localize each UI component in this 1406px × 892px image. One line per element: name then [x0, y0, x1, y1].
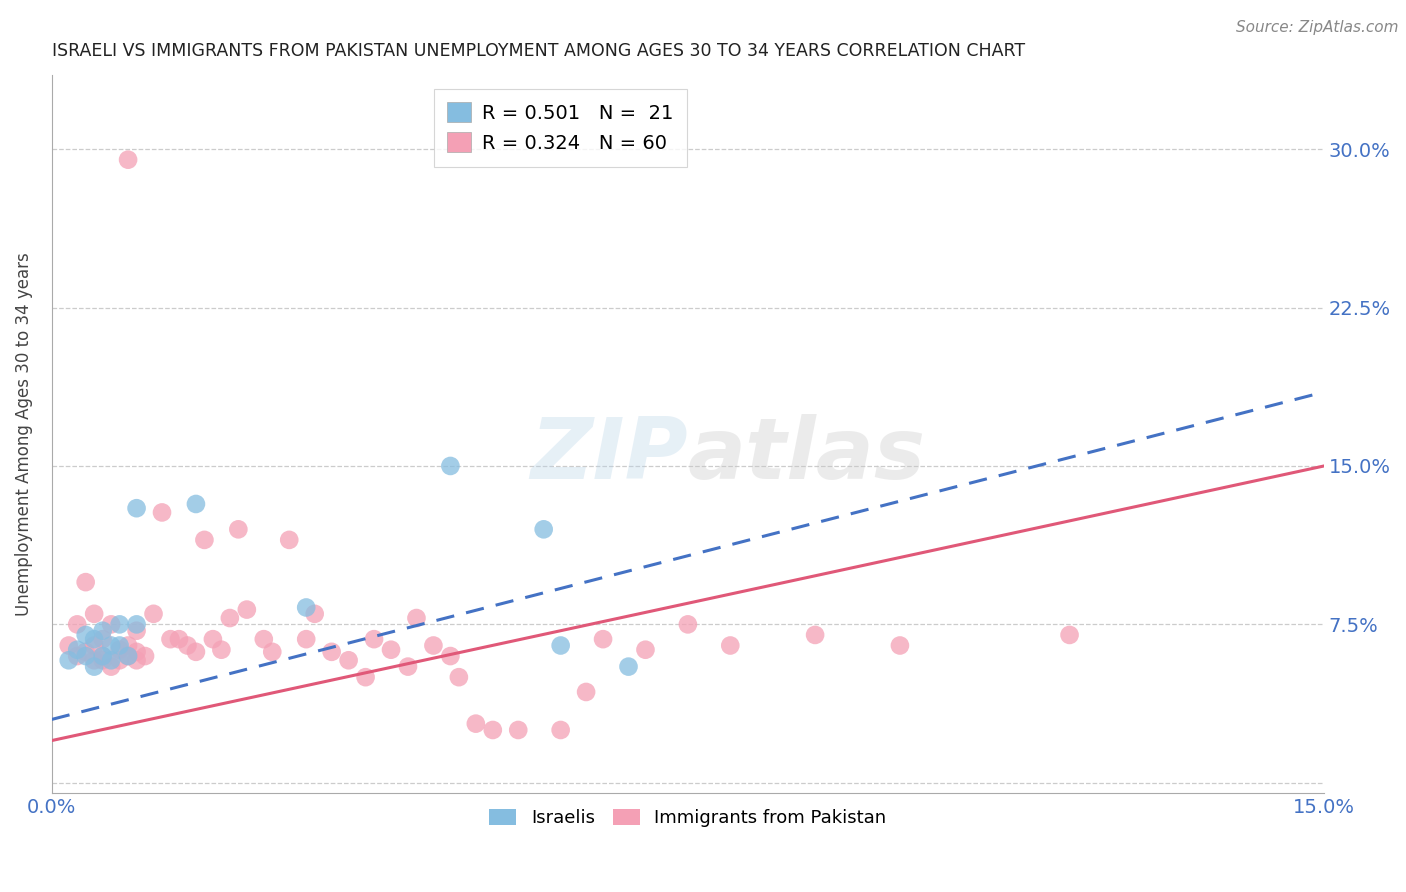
- Point: [634, 642, 657, 657]
- Point: [718, 639, 741, 653]
- Point: [209, 642, 232, 657]
- Point: [676, 617, 699, 632]
- Point: [159, 632, 181, 647]
- Point: [125, 501, 148, 516]
- Point: [83, 632, 105, 647]
- Point: [405, 611, 427, 625]
- Point: [75, 628, 97, 642]
- Point: [889, 639, 911, 653]
- Point: [617, 659, 640, 673]
- Point: [125, 645, 148, 659]
- Point: [125, 653, 148, 667]
- Point: [108, 653, 131, 667]
- Point: [83, 639, 105, 653]
- Point: [91, 648, 114, 663]
- Point: [184, 645, 207, 659]
- Point: [533, 522, 555, 536]
- Point: [304, 607, 326, 621]
- Point: [380, 642, 402, 657]
- Point: [481, 723, 503, 737]
- Point: [354, 670, 377, 684]
- Point: [66, 642, 89, 657]
- Point: [125, 617, 148, 632]
- Point: [108, 617, 131, 632]
- Point: [83, 653, 105, 667]
- Point: [75, 645, 97, 659]
- Point: [142, 607, 165, 621]
- Point: [125, 624, 148, 638]
- Text: ISRAELI VS IMMIGRANTS FROM PAKISTAN UNEMPLOYMENT AMONG AGES 30 TO 34 YEARS CORRE: ISRAELI VS IMMIGRANTS FROM PAKISTAN UNEM…: [52, 42, 1025, 60]
- Point: [100, 639, 122, 653]
- Point: [439, 648, 461, 663]
- Point: [228, 522, 250, 536]
- Point: [201, 632, 224, 647]
- Text: ZIP: ZIP: [530, 414, 688, 498]
- Point: [804, 628, 827, 642]
- Point: [167, 632, 190, 647]
- Point: [108, 642, 131, 657]
- Point: [66, 617, 89, 632]
- Point: [134, 648, 156, 663]
- Point: [321, 645, 343, 659]
- Point: [550, 639, 572, 653]
- Point: [117, 648, 139, 663]
- Point: [447, 670, 470, 684]
- Point: [295, 632, 318, 647]
- Point: [592, 632, 614, 647]
- Legend: Israelis, Immigrants from Pakistan: Israelis, Immigrants from Pakistan: [482, 802, 894, 835]
- Point: [58, 639, 80, 653]
- Point: [363, 632, 385, 647]
- Text: Source: ZipAtlas.com: Source: ZipAtlas.com: [1236, 20, 1399, 35]
- Point: [1059, 628, 1081, 642]
- Point: [66, 648, 89, 663]
- Point: [218, 611, 240, 625]
- Point: [100, 653, 122, 667]
- Point: [91, 632, 114, 647]
- Point: [75, 575, 97, 590]
- Point: [117, 639, 139, 653]
- Point: [575, 685, 598, 699]
- Point: [396, 659, 419, 673]
- Point: [58, 653, 80, 667]
- Point: [295, 600, 318, 615]
- Point: [422, 639, 444, 653]
- Point: [464, 716, 486, 731]
- Point: [150, 505, 173, 519]
- Point: [337, 653, 360, 667]
- Point: [83, 659, 105, 673]
- Point: [100, 617, 122, 632]
- Point: [91, 653, 114, 667]
- Point: [262, 645, 284, 659]
- Point: [184, 497, 207, 511]
- Point: [117, 648, 139, 663]
- Point: [117, 153, 139, 167]
- Point: [439, 458, 461, 473]
- Point: [193, 533, 215, 547]
- Point: [550, 723, 572, 737]
- Y-axis label: Unemployment Among Ages 30 to 34 years: Unemployment Among Ages 30 to 34 years: [15, 252, 32, 616]
- Point: [278, 533, 301, 547]
- Point: [91, 624, 114, 638]
- Point: [176, 639, 198, 653]
- Text: atlas: atlas: [688, 414, 927, 498]
- Point: [100, 659, 122, 673]
- Point: [83, 607, 105, 621]
- Point: [253, 632, 276, 647]
- Point: [108, 639, 131, 653]
- Point: [75, 648, 97, 663]
- Point: [91, 648, 114, 663]
- Point: [508, 723, 530, 737]
- Point: [236, 602, 259, 616]
